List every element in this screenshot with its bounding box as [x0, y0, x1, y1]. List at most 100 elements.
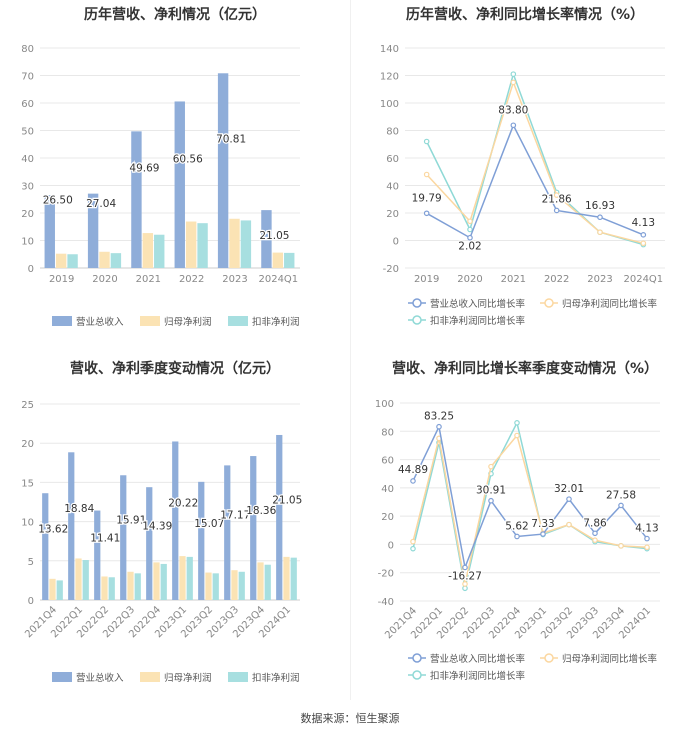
legend-swatch [52, 672, 72, 682]
quarterly-bar-chart: 05101520252021Q413.622022Q118.842022Q211… [21, 400, 303, 684]
data-label: 14.39 [142, 521, 172, 533]
series-line [426, 80, 644, 244]
bar [264, 564, 271, 600]
series-line [426, 123, 644, 239]
data-label: 7.33 [531, 518, 554, 530]
data-label: 49.69 [129, 163, 159, 175]
legend-label: 营业总收入同比增长率 [430, 653, 526, 665]
data-point [436, 423, 442, 430]
quarterly-growth-panel: 营收、净利同比增长率季度变动情况（%） -40 -20 0 20 40 60 80 100 20… [350, 350, 700, 710]
data-point [488, 463, 494, 470]
data-label: 21.86 [542, 193, 572, 205]
data-label: 18.36 [246, 505, 276, 517]
bar [172, 441, 179, 600]
data-label: 17.17 [220, 510, 250, 522]
bar [134, 573, 141, 600]
bar [250, 456, 257, 600]
data-label: 27.04 [86, 198, 116, 210]
legend-swatch [228, 316, 248, 326]
data-point [644, 535, 650, 542]
bar [110, 253, 122, 268]
y-tick-label: 40 [381, 484, 394, 495]
data-point [510, 79, 517, 86]
x-tick-label: 2019 [49, 274, 74, 285]
legend-label: 扣非净利润同比增长率 [430, 670, 526, 682]
data-point [553, 192, 560, 198]
bar [49, 578, 56, 600]
bar [284, 252, 295, 268]
data-point [514, 533, 520, 540]
data-label: 83.80 [498, 104, 528, 116]
bar [185, 221, 197, 268]
legend-label: 营业总收入 [76, 316, 124, 328]
data-point [640, 240, 647, 247]
data-label: 2.02 [458, 241, 481, 253]
data-label: 13.62 [38, 524, 68, 536]
data-label: 20.22 [168, 498, 198, 510]
x-tick-label: 2023 [587, 274, 612, 285]
y-tick-label: -20 [378, 569, 394, 580]
y-tick-label: 20 [21, 209, 34, 220]
y-tick-label: 10 [21, 237, 34, 248]
bar [94, 510, 101, 600]
legend-marker [544, 653, 554, 663]
y-tick-label: 0 [388, 540, 394, 551]
data-point [592, 530, 598, 537]
bar [198, 481, 205, 600]
bar [229, 218, 240, 268]
y-tick-label: -40 [378, 597, 394, 608]
bar [179, 556, 186, 600]
bar [240, 220, 252, 268]
data-label: 5.62 [505, 520, 528, 532]
legend-label: 归母净利润 [164, 672, 212, 684]
data-label: 44.89 [398, 464, 428, 476]
bar [290, 557, 297, 600]
data-label: 70.81 [216, 134, 246, 146]
x-tick-label: 2022 [179, 274, 204, 285]
data-label: 21.05 [272, 494, 302, 506]
bar [75, 558, 82, 600]
data-point [423, 138, 430, 145]
bar [142, 233, 154, 268]
y-tick-label: 100 [380, 99, 399, 110]
quarterly-revenue-profit-panel: 营收、净利季度变动情况（亿元） 0 5 10 15 20 25 2021Q4 13.62 202… [0, 350, 350, 710]
y-tick-label: 0 [393, 237, 399, 248]
data-point [597, 214, 603, 221]
y-tick-label: 40 [386, 182, 399, 193]
bar [82, 560, 89, 600]
y-tick-label: 140 [380, 44, 399, 55]
series-line [412, 420, 648, 589]
y-tick-label: 15 [21, 478, 34, 489]
bar [108, 577, 115, 600]
data-point [553, 207, 560, 214]
x-tick-label: 2020 [92, 274, 117, 285]
bar [154, 234, 165, 268]
data-point [514, 420, 520, 426]
y-tick-label: 70 [21, 72, 34, 83]
bar [146, 487, 153, 600]
legend-marker [412, 298, 422, 308]
data-point [410, 478, 416, 484]
data-point [597, 229, 603, 236]
bar [238, 571, 245, 600]
data-label: 27.58 [606, 489, 636, 501]
bar [153, 562, 160, 600]
bar [67, 254, 78, 268]
y-tick-label: 100 [375, 399, 394, 410]
series-line [412, 424, 648, 571]
annual-revenue-profit-panel: 历年营收、净利情况（亿元） 0 10 20 30 40 50 60 70 80 2019 26.50… [0, 0, 350, 350]
legend-swatch [140, 672, 160, 682]
bar [44, 195, 55, 268]
bar [55, 253, 67, 268]
data-point [592, 537, 598, 543]
y-tick-label: 60 [386, 154, 399, 165]
data-point [462, 564, 468, 571]
data-point [510, 122, 517, 129]
legend-label: 营业总收入 [76, 672, 124, 684]
data-label: 21.05 [259, 230, 289, 242]
y-tick-label: 0 [28, 264, 34, 275]
legend-swatch [52, 316, 72, 326]
data-point [644, 544, 650, 551]
data-point [618, 502, 624, 509]
bar [160, 563, 167, 600]
